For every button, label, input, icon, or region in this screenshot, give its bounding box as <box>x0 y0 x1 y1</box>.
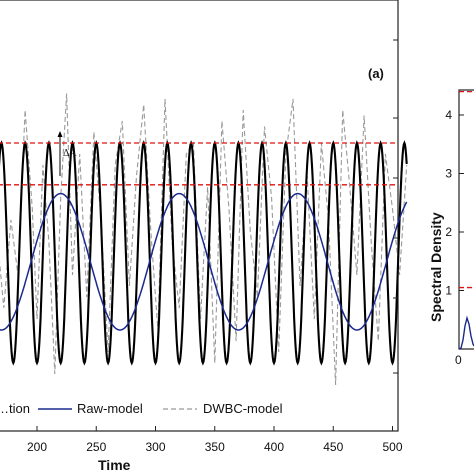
panel-b-y-tick-label-1: 1 <box>445 284 452 298</box>
panel-a-x-ticks: 200 250 300 350 400 450 500 <box>27 426 403 454</box>
panel-a-plot-area <box>0 0 399 432</box>
x-axis-title: Time <box>98 457 131 473</box>
panel-b-y-axis-title: Spectral Density <box>428 212 444 322</box>
legend: …tion Raw-model DWBC-model <box>0 401 283 416</box>
delta-a-arrow <box>57 131 63 176</box>
panel-a-x-tick-label-5: 450 <box>323 440 343 454</box>
delta-a-annotation: ΔA <box>63 148 77 159</box>
panel-b-reference-lines <box>459 90 474 289</box>
panel-a-x-tick-label-2: 300 <box>145 440 165 454</box>
panel-a-x-tick-label-6: 500 <box>382 440 402 454</box>
panel-b-y-ticks: 1 2 3 4 <box>445 108 464 350</box>
panel-a-label: (a) <box>368 66 384 81</box>
panel-a-x-tick-label-0: 200 <box>27 440 47 454</box>
series-raw-model-line <box>0 192 408 331</box>
panel-a-y-ticks <box>393 39 398 374</box>
legend-dwbc-model-label: DWBC-model <box>203 401 283 416</box>
panel-b-y-tick-label-2: 2 <box>445 225 452 239</box>
panel-a-x-tick-label-1: 250 <box>86 440 106 454</box>
panel-b-y-tick-label-4: 4 <box>445 108 452 122</box>
panel-a: 200 250 300 350 400 450 500 (a) ΔA Time …tion … <box>0 0 408 473</box>
panel-a-x-tick-label-3: 350 <box>205 440 225 454</box>
legend-raw-model-label: Raw-model <box>77 401 143 416</box>
legend-entry-observation-label: …tion <box>0 401 30 416</box>
panel-a-reference-lines <box>0 142 398 186</box>
panel-b: 1 2 3 4 0 Spectral Density <box>428 89 474 367</box>
panel-b-y-tick-label-3: 3 <box>445 167 452 181</box>
panel-b-density-curve <box>458 315 474 350</box>
panel-a-x-tick-label-4: 400 <box>264 440 284 454</box>
panel-b-plot-area <box>458 89 474 350</box>
series-observation-line <box>0 140 408 366</box>
panel-b-x-tick-0: 0 <box>455 353 462 367</box>
